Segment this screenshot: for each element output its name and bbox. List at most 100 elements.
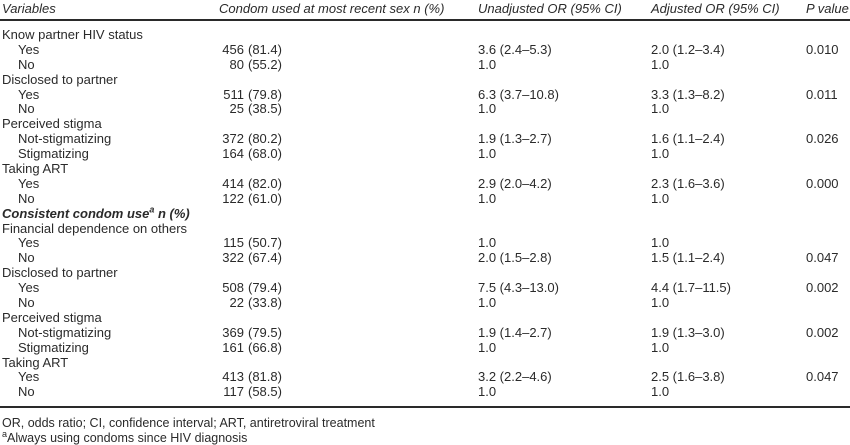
n-count: 161: [222, 339, 244, 355]
row-label: Perceived stigma: [0, 116, 217, 132]
unadjusted-or-cell: 2.9 (2.0–4.2): [478, 175, 552, 191]
row-label: No: [0, 384, 217, 400]
n-percent: (80.2): [248, 131, 282, 147]
adjusted-or-cell: 1.6 (1.1–2.4): [651, 131, 725, 147]
abbreviations-note: OR, odds ratio; CI, confidence interval;…: [2, 416, 375, 430]
adjusted-or-cell: 4.4 (1.7–11.5): [651, 280, 731, 296]
row-label-text: No: [18, 56, 35, 72]
n-percent-cell: 25 (38.5): [217, 102, 478, 117]
row-label: Know partner HIV status: [0, 27, 217, 43]
n-percent: (79.8): [248, 86, 282, 102]
n-percent-cell: 508 (79.4): [217, 280, 478, 296]
p-value-cell: 0.010: [806, 41, 839, 57]
table-row: Disclosed to partner: [0, 265, 850, 281]
p-value-cell: 0.047: [806, 250, 839, 266]
table-row: No 22 (33.8) 1.0 1.0: [0, 295, 850, 311]
table-row: Know partner HIV status: [0, 27, 850, 43]
row-label-text: Disclosed to partner: [2, 71, 118, 87]
row-label: Taking ART: [0, 161, 217, 177]
table-row: Perceived stigma: [0, 116, 850, 132]
row-label-text: No: [18, 250, 35, 266]
column-header-unadjusted-or: Unadjusted OR (95% CI): [478, 1, 622, 16]
row-label: No: [0, 250, 217, 266]
adjusted-or-cell: 1.0: [651, 235, 670, 251]
unadjusted-or-cell: 3.2 (2.2–4.6): [478, 369, 552, 385]
row-label-text: Perceived stigma: [2, 116, 102, 132]
n-count: 117: [223, 384, 244, 400]
table-row: Yes 511 (79.8) 6.3 (3.7–10.8) 3.3 (1.3–8.2) 0…: [0, 86, 850, 103]
row-label-text: Yes: [18, 41, 40, 57]
n-percent: (33.8): [248, 295, 282, 311]
n-percent: (67.4): [248, 250, 282, 266]
n-count: 369: [222, 324, 244, 340]
row-label-text: No: [18, 190, 35, 206]
n-percent: (58.5): [248, 384, 282, 400]
row-label: Disclosed to partner: [0, 71, 217, 88]
row-label-text: Disclosed to partner: [2, 265, 118, 281]
n-percent-cell: 413 (81.8): [217, 370, 478, 385]
row-label-text: Know partner HIV status: [2, 27, 143, 42]
table-row: Not-stigmatizing 369 (79.5) 1.9 (1.4–2.7) 1.…: [0, 324, 850, 341]
row-label: Stigmatizing: [0, 339, 217, 356]
n-percent: (81.4): [248, 41, 282, 57]
table-row: Yes 413 (81.8) 3.2 (2.2–4.6) 2.5 (1.6–3.8) 0.…: [0, 370, 850, 385]
row-label-text: No: [18, 384, 35, 400]
adjusted-or-cell: 2.3 (1.6–3.6): [651, 175, 725, 191]
n-percent-cell: 80 (55.2): [217, 56, 478, 73]
adjusted-or-cell: 1.0: [651, 101, 670, 117]
n-count: 322: [222, 250, 244, 266]
row-label-text: Stigmatizing: [18, 339, 89, 355]
unadjusted-or-cell: 1.0: [478, 384, 497, 400]
table-row: Consistent condom usea n (%): [0, 204, 850, 222]
n-count: 22: [229, 295, 244, 311]
row-label-text: Financial dependence on others: [2, 220, 188, 236]
table-row: No 122 (61.0) 1.0 1.0: [0, 190, 850, 207]
n-percent-cell: 511 (79.8): [217, 86, 478, 103]
n-percent: (38.5): [248, 101, 282, 117]
row-label-text: Taking ART: [2, 161, 69, 177]
row-label: Yes: [0, 41, 217, 58]
row-label-text: Taking ART: [2, 354, 69, 370]
column-header-condom-use: Condom used at most recent sex n (%): [219, 1, 445, 16]
n-count: 80: [229, 56, 244, 72]
unadjusted-or-cell: 1.0: [478, 146, 497, 162]
n-percent-cell: 456 (81.4): [217, 41, 478, 58]
row-label-text: Yes: [18, 280, 40, 296]
unadjusted-or-cell: 1.0: [478, 190, 497, 206]
footnotes: OR, odds ratio; CI, confidence interval;…: [2, 416, 850, 445]
p-value-cell: 0.047: [806, 369, 839, 385]
column-header-adjusted-or: Adjusted OR (95% CI): [651, 1, 780, 16]
row-label-suffix: n (%): [154, 205, 190, 221]
unadjusted-or-cell: 7.5 (4.3–13.0): [478, 280, 559, 296]
n-percent-cell: 414 (82.0): [217, 175, 478, 192]
n-percent: (68.0): [248, 146, 282, 162]
unadjusted-or-cell: 1.9 (1.3–2.7): [478, 131, 552, 147]
row-label-text: Not-stigmatizing: [18, 324, 112, 340]
table-row: No 322 (67.4) 2.0 (1.5–2.8) 1.5 (1.1–2.4) 0.0…: [0, 250, 850, 266]
row-label-text: Yes: [18, 235, 40, 251]
n-percent: (82.0): [248, 175, 282, 191]
adjusted-or-cell: 1.0: [651, 190, 670, 206]
n-percent: (55.2): [248, 56, 282, 72]
table-row: Yes 508 (79.4) 7.5 (4.3–13.0) 4.4 (1.7–11.5)…: [0, 280, 850, 296]
p-value-cell: 0.026: [806, 131, 839, 147]
table-row: No 80 (55.2) 1.0 1.0: [0, 56, 850, 73]
row-label: No: [0, 56, 217, 73]
adjusted-or-cell: 2.0 (1.2–3.4): [651, 41, 725, 57]
n-percent-cell: 22 (33.8): [217, 295, 478, 311]
row-label-superscript: a: [149, 204, 155, 215]
row-label: Financial dependence on others: [0, 220, 217, 237]
row-label-text: Not-stigmatizing: [18, 131, 112, 147]
n-count: 372: [222, 131, 244, 147]
p-value-cell: 0.011: [806, 86, 838, 102]
p-value-cell: 0.002: [806, 280, 839, 296]
n-percent-cell: 164 (68.0): [217, 146, 478, 162]
n-percent: (61.0): [248, 190, 282, 206]
row-label: Taking ART: [0, 354, 217, 371]
n-count: 122: [222, 190, 244, 206]
row-label-text: No: [18, 101, 35, 117]
table-row: Financial dependence on others: [0, 220, 850, 237]
row-label-text: No: [18, 295, 35, 311]
footnote-a: aAlways using condoms since HIV diagnosi…: [2, 429, 850, 445]
